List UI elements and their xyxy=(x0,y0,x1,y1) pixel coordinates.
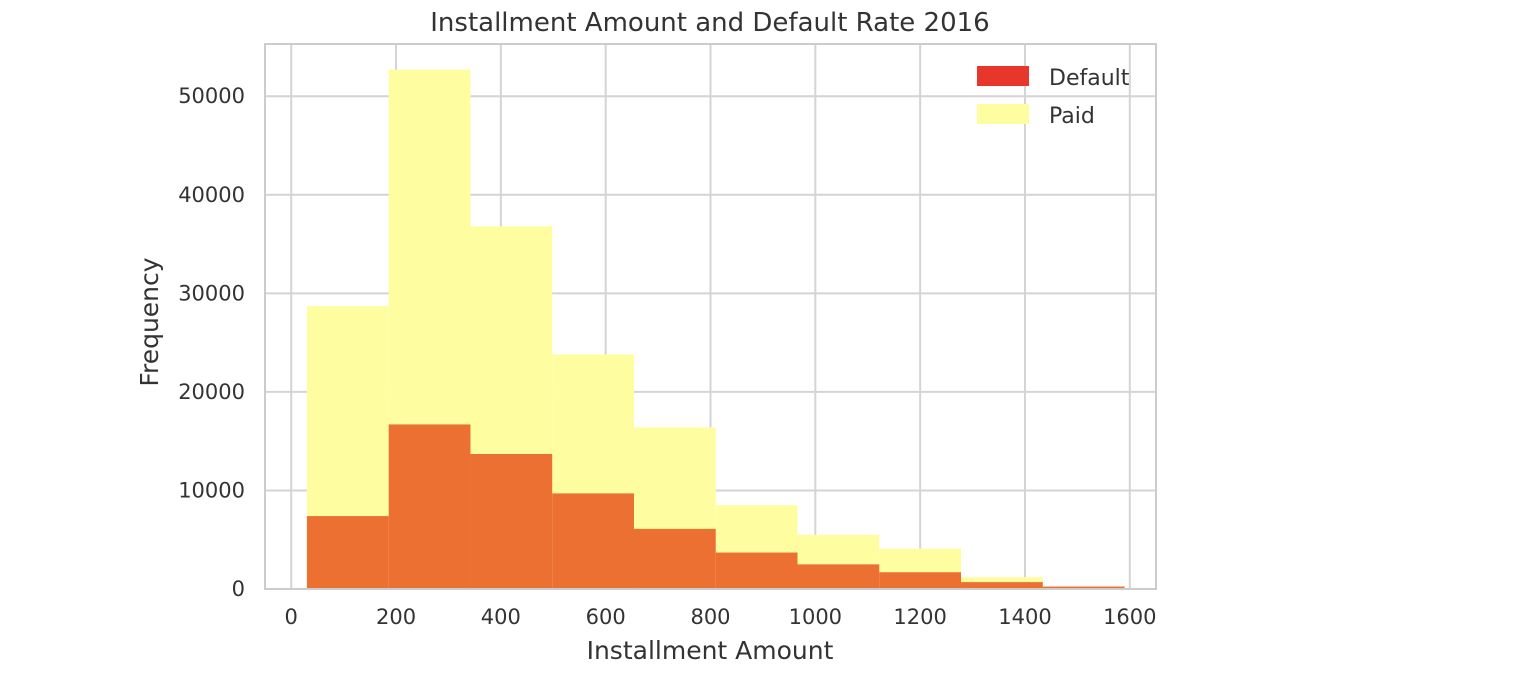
plot-frame xyxy=(264,43,1157,590)
x-tick-label: 0 xyxy=(285,605,298,629)
legend: Default Paid xyxy=(977,66,1130,129)
x-tick-label: 1400 xyxy=(998,605,1051,629)
y-tick-label: 50000 xyxy=(178,84,245,108)
legend-label-default: Default xyxy=(1049,66,1130,91)
y-tick-label: 20000 xyxy=(178,380,245,404)
series-default xyxy=(306,424,1125,589)
bar-default xyxy=(388,424,471,589)
bars-layer xyxy=(306,69,1125,590)
legend-swatch-default xyxy=(977,66,1029,86)
x-tick-label: 1000 xyxy=(789,605,842,629)
bar-default xyxy=(879,572,962,589)
y-tick-label: 0 xyxy=(232,577,245,601)
bar-default xyxy=(1042,586,1125,589)
y-tick-label: 10000 xyxy=(178,478,245,502)
bar-default xyxy=(715,552,798,589)
y-tick-label: 40000 xyxy=(178,183,245,207)
bar-default xyxy=(633,528,716,589)
x-axis-title: Installment Amount xyxy=(587,636,834,665)
legend-label-paid: Paid xyxy=(1049,104,1095,129)
bar-default xyxy=(961,582,1043,589)
bar-default xyxy=(306,516,389,589)
y-tick-label: 30000 xyxy=(178,281,245,305)
chart-title: Installment Amount and Default Rate 2016 xyxy=(430,8,989,38)
x-tick-label: 400 xyxy=(481,605,521,629)
bar-default xyxy=(470,453,553,589)
x-tick-label: 1200 xyxy=(893,605,946,629)
y-tick-labels: 0 10000 20000 30000 40000 50000 xyxy=(178,84,245,601)
x-tick-label: 600 xyxy=(586,605,626,629)
bar-default xyxy=(797,564,880,589)
bar-default xyxy=(552,493,634,589)
legend-swatch-paid xyxy=(977,104,1029,124)
x-tick-label: 800 xyxy=(690,605,730,629)
x-tick-label: 1600 xyxy=(1103,605,1156,629)
x-tick-label: 200 xyxy=(376,605,416,629)
x-tick-labels: 0 200 400 600 800 1000 1200 1400 1600 xyxy=(285,605,1157,629)
y-axis-title: Frequency xyxy=(135,257,164,386)
